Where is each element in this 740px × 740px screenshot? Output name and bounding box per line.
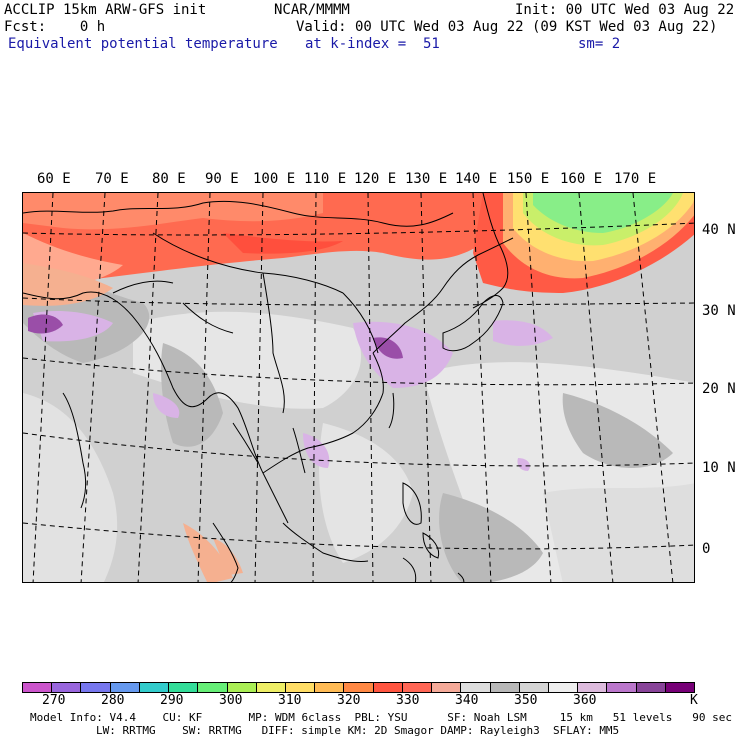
weather-map	[22, 192, 695, 583]
model-info-line2: LW: RRTMG SW: RRTMG DIFF: simple KM: 2D …	[96, 724, 620, 737]
lon-label: 130 E	[405, 171, 448, 187]
colorbar-label: 290	[160, 693, 184, 708]
lat-label: 40 N	[702, 222, 736, 238]
center-label: NCAR/MMMM	[274, 2, 350, 18]
colorbar-unit: K	[690, 693, 698, 708]
colorbar-swatch	[23, 683, 53, 692]
lon-label: 170 E	[614, 171, 657, 187]
lon-label: 100 E	[253, 171, 296, 187]
colorbar-swatch	[461, 683, 491, 692]
colorbar-swatch	[432, 683, 462, 692]
colorbar-swatch	[198, 683, 228, 692]
colorbar	[22, 682, 695, 693]
colorbar-swatch	[519, 683, 549, 692]
forecast-hour: Fcst: 0 h	[4, 19, 106, 35]
lat-label: 0	[702, 541, 711, 557]
colorbar-swatch	[110, 683, 140, 692]
colorbar-swatch	[52, 683, 82, 692]
colorbar-label: 280	[101, 693, 125, 708]
colorbar-label: 300	[219, 693, 243, 708]
colorbar-swatch	[665, 683, 695, 692]
colorbar-swatch	[315, 683, 345, 692]
model-info-line1: Model Info: V4.4 CU: KF MP: WDM 6class P…	[30, 711, 732, 724]
colorbar-label: 310	[278, 693, 302, 708]
level-label: at k-index = 51	[305, 36, 440, 52]
colorbar-swatch	[607, 683, 637, 692]
colorbar-swatch	[636, 683, 666, 692]
colorbar-swatch	[256, 683, 286, 692]
colorbar-swatch	[81, 683, 111, 692]
graticule	[23, 193, 694, 582]
colorbar-swatch	[578, 683, 608, 692]
colorbar-label: 340	[455, 693, 479, 708]
lon-label: 150 E	[507, 171, 550, 187]
lon-label: 70 E	[95, 171, 129, 187]
model-title: ACCLIP 15km ARW-GFS init	[4, 2, 207, 18]
field-name: Equivalent potential temperature	[8, 36, 278, 52]
lon-label: 110 E	[304, 171, 347, 187]
colorbar-swatch	[402, 683, 433, 692]
lon-label: 140 E	[455, 171, 498, 187]
colorbar-swatch	[169, 683, 199, 692]
colorbar-swatch	[227, 683, 257, 692]
lon-label: 80 E	[152, 171, 186, 187]
colorbar-label: 320	[337, 693, 361, 708]
lon-label: 120 E	[354, 171, 397, 187]
lat-label: 30 N	[702, 303, 736, 319]
smoothing-label: sm= 2	[578, 36, 621, 52]
colorbar-label: 270	[42, 693, 66, 708]
colorbar-swatch	[139, 683, 170, 692]
lon-label: 60 E	[37, 171, 71, 187]
colorbar-label: 360	[573, 693, 597, 708]
lon-label: 90 E	[205, 171, 239, 187]
lat-label: 20 N	[702, 381, 736, 397]
lon-label: 160 E	[560, 171, 603, 187]
colorbar-swatch	[285, 683, 316, 692]
coastlines	[23, 193, 514, 582]
init-time: Init: 00 UTC Wed 03 Aug 22	[515, 2, 735, 18]
colorbar-label: 350	[514, 693, 538, 708]
valid-time: Valid: 00 UTC Wed 03 Aug 22 (09 KST Wed …	[296, 19, 718, 35]
purple-patches	[28, 314, 403, 359]
colorbar-swatch	[344, 683, 374, 692]
lat-label: 10 N	[702, 460, 736, 476]
colorbar-swatch	[490, 683, 520, 692]
colorbar-swatch	[373, 683, 403, 692]
colorbar-swatch	[548, 683, 579, 692]
warm-band	[23, 193, 694, 293]
colorbar-label: 330	[396, 693, 420, 708]
